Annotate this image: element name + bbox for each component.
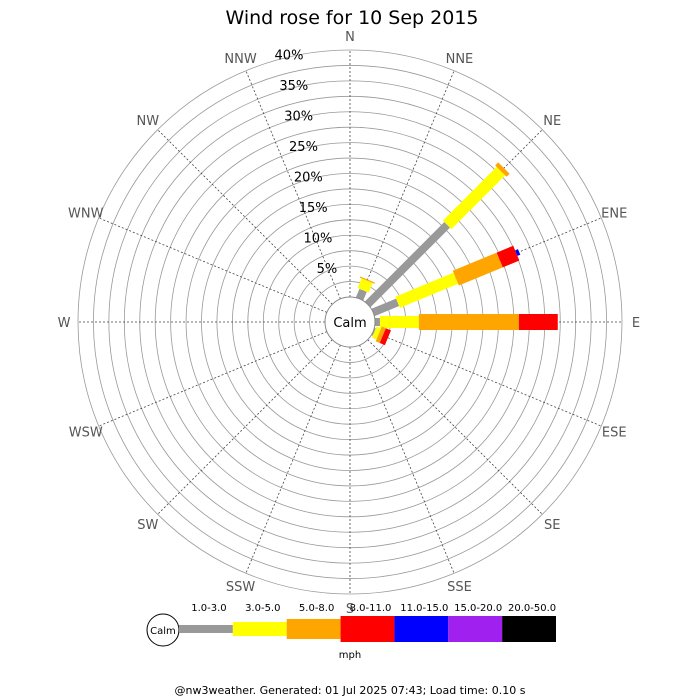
radial-tick-40: 40% bbox=[275, 48, 304, 63]
legend-label-3.0-5.0: 3.0-5.0 bbox=[245, 603, 280, 614]
direction-label-w: W bbox=[58, 316, 71, 331]
bar-nne-3.0-5.0 bbox=[357, 278, 373, 293]
legend-label-20.0-50.0: 20.0-50.0 bbox=[508, 603, 556, 614]
spoke-sw bbox=[157, 339, 333, 515]
legend-swatch-1.0-3.0 bbox=[179, 625, 233, 633]
spoke-sse bbox=[359, 344, 455, 574]
legend-swatch-3.0-5.0 bbox=[232, 622, 287, 636]
radial-tick-labels: 5% 10% 15% 20% 25% 30% 35% 40% bbox=[275, 48, 338, 276]
legend-calm-label: Calm bbox=[150, 626, 176, 637]
radial-tick-15: 15% bbox=[299, 201, 328, 216]
bar-ese-5.0-8.0 bbox=[375, 326, 386, 343]
legend-swatch-5.0-8.0 bbox=[286, 619, 341, 639]
spoke-nw bbox=[157, 129, 333, 305]
bar-nne-1.0-3.0 bbox=[355, 288, 367, 301]
legend-label-8.0-11.0: 8.0-11.0 bbox=[350, 603, 392, 614]
direction-label-sse: SSE bbox=[447, 580, 472, 595]
legend-swatch-15.0-20.0 bbox=[448, 616, 503, 642]
direction-label-ssw: SSW bbox=[226, 580, 256, 595]
direction-label-nne: NNE bbox=[446, 52, 474, 67]
spoke-se bbox=[367, 339, 543, 515]
direction-label-sw: SW bbox=[137, 518, 158, 533]
chart-title: Wind rose for 10 Sep 2015 bbox=[225, 7, 478, 29]
bar-ne-5.0-8.0 bbox=[495, 162, 510, 177]
direction-labels: N NNE NE ENE E ESE SE SSE S SSW SW WSW W WNW NW NNW bbox=[58, 30, 641, 617]
wind-bars bbox=[355, 162, 558, 346]
spoke-ssw bbox=[245, 344, 341, 574]
bar-e-5.0-8.0 bbox=[418, 314, 519, 330]
bar-e-3.0-5.0 bbox=[379, 316, 419, 328]
bar-e bbox=[375, 314, 558, 330]
legend-label-1.0-3.0: 1.0-3.0 bbox=[191, 603, 226, 614]
spoke-nnw bbox=[245, 70, 341, 300]
bar-ene-5.0-8.0 bbox=[452, 252, 503, 286]
direction-label-ne: NE bbox=[543, 114, 561, 129]
direction-label-nnw: NNW bbox=[224, 52, 256, 67]
direction-label-ene: ENE bbox=[601, 207, 627, 222]
calm-circle-group: Calm bbox=[324, 296, 376, 348]
bar-e-8.0-11.0 bbox=[518, 314, 558, 330]
radial-tick-10: 10% bbox=[304, 231, 333, 246]
radial-tick-35: 35% bbox=[279, 79, 308, 94]
bar-ne-1.0-3.0 bbox=[364, 222, 450, 308]
direction-label-n: N bbox=[345, 30, 355, 45]
direction-label-nw: NW bbox=[136, 114, 159, 129]
legend-swatch-20.0-50.0 bbox=[502, 616, 556, 642]
bar-nne-5.0-8.0 bbox=[359, 276, 375, 284]
direction-label-ese: ESE bbox=[602, 425, 627, 440]
legend-swatch-8.0-11.0 bbox=[340, 616, 395, 642]
spoke-wsw bbox=[98, 331, 328, 427]
bar-ene-8.0-11.0 bbox=[496, 245, 520, 268]
direction-label-wnw: WNW bbox=[68, 207, 104, 222]
spoke-nne bbox=[359, 70, 455, 300]
bar-ne bbox=[364, 162, 510, 308]
calm-label: Calm bbox=[333, 316, 366, 331]
direction-label-e: E bbox=[632, 316, 640, 331]
bar-ene-11.0-15.0 bbox=[515, 249, 521, 256]
radial-tick-30: 30% bbox=[284, 109, 313, 124]
legend-label-15.0-20.0: 15.0-20.0 bbox=[454, 603, 502, 614]
grid-ring-15 bbox=[93, 65, 607, 579]
direction-label-wsw: WSW bbox=[69, 425, 103, 440]
calm-circle bbox=[324, 296, 376, 348]
legend-unit: mph bbox=[339, 650, 361, 661]
radial-tick-20: 20% bbox=[294, 170, 323, 185]
radial-tick-25: 25% bbox=[289, 140, 318, 155]
legend-label-11.0-15.0: 11.0-15.0 bbox=[400, 603, 448, 614]
bar-ene bbox=[371, 245, 521, 317]
bar-ene-1.0-3.0 bbox=[371, 298, 400, 317]
spoke-wnw bbox=[98, 217, 328, 313]
bar-ene-3.0-5.0 bbox=[395, 272, 459, 308]
legend-swatch-11.0-15.0 bbox=[394, 616, 449, 642]
radial-tick-5: 5% bbox=[317, 262, 338, 277]
bar-ese-3.0-5.0 bbox=[371, 326, 382, 340]
direction-label-s: S bbox=[346, 602, 354, 617]
bar-e-1.0-3.0 bbox=[375, 318, 380, 326]
legend: Calm 1.0-3.0 3.0-5.0 5.0-8.0 8.0-11.0 11.0-1… bbox=[146, 603, 556, 647]
bar-nne bbox=[355, 276, 375, 301]
legend-label-5.0-8.0: 5.0-8.0 bbox=[299, 603, 334, 614]
grid-ring-16 bbox=[77, 49, 623, 595]
bar-ne-3.0-5.0 bbox=[442, 166, 506, 230]
bar-ese-8.0-11.0 bbox=[379, 328, 391, 346]
footer-text: @nw3weather. Generated: 01 Jul 2025 07:4… bbox=[175, 684, 526, 697]
spoke-ese bbox=[372, 331, 602, 427]
direction-label-se: SE bbox=[544, 518, 560, 533]
